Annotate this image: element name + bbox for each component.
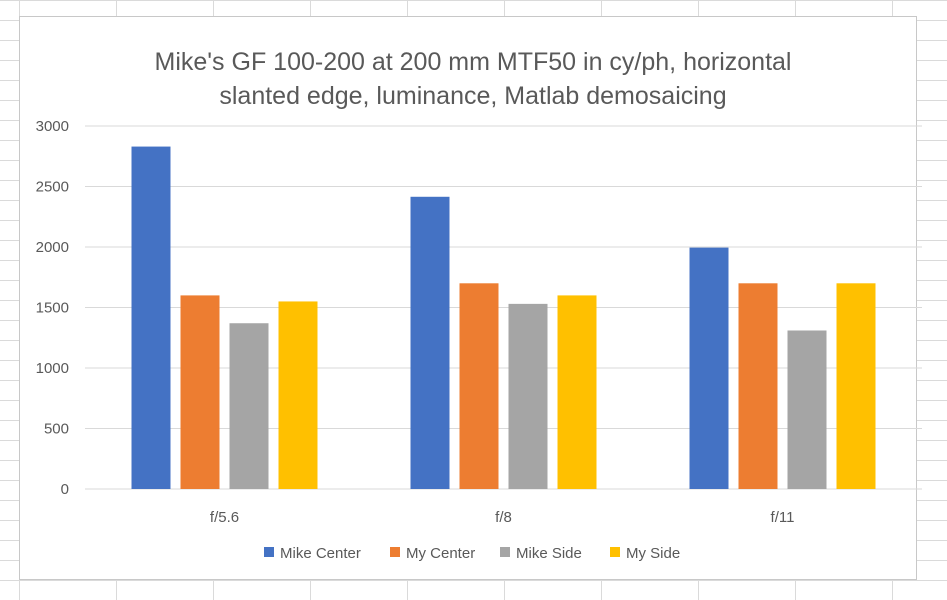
bar-mike-center[interactable]: [689, 247, 729, 489]
legend-label: My Center: [406, 545, 475, 562]
y-tick-label: 500: [44, 421, 69, 438]
bar-my-center[interactable]: [459, 283, 499, 489]
chart-title-line-2: slanted edge, luminance, Matlab demosaic…: [219, 82, 726, 110]
legend-label: My Side: [626, 545, 680, 562]
bars: [131, 146, 876, 489]
bar-mike-center[interactable]: [410, 196, 450, 489]
bar-my-center[interactable]: [738, 283, 778, 489]
chart-title-line-1: Mike's GF 100-200 at 200 mm MTF50 in cy/…: [155, 48, 792, 76]
bar-my-center[interactable]: [180, 295, 220, 489]
gridlines: [85, 125, 922, 490]
bar-mike-side[interactable]: [508, 303, 548, 489]
bar-mike-side[interactable]: [229, 323, 269, 489]
legend-swatch: [264, 547, 274, 557]
y-tick-label: 0: [61, 481, 69, 498]
y-tick-label: 1000: [36, 360, 69, 377]
x-tick-label: f/5.6: [210, 509, 239, 526]
legend-swatch: [390, 547, 400, 557]
y-tick-label: 3000: [36, 118, 69, 135]
legend: Mike Center My Center Mike Side My Side: [264, 545, 680, 562]
y-tick-label: 2000: [36, 239, 69, 256]
x-tick-label: f/8: [495, 509, 512, 526]
bar-mike-center[interactable]: [131, 146, 171, 489]
bar-mike-side[interactable]: [787, 330, 827, 489]
bar-my-side[interactable]: [278, 301, 318, 489]
legend-label: Mike Center: [280, 545, 361, 562]
y-tick-label: 1500: [36, 300, 69, 317]
legend-swatch: [500, 547, 510, 557]
y-axis-ticks: 0 500 1000 1500 2000 2500 3000: [36, 118, 69, 498]
bar-my-side[interactable]: [557, 295, 597, 489]
x-tick-label: f/11: [771, 509, 795, 526]
y-tick-label: 2500: [36, 179, 69, 196]
bar-my-side[interactable]: [836, 283, 876, 489]
legend-swatch: [610, 547, 620, 557]
x-axis-ticks: f/5.6 f/8 f/11: [210, 509, 795, 526]
legend-label: Mike Side: [516, 545, 582, 562]
